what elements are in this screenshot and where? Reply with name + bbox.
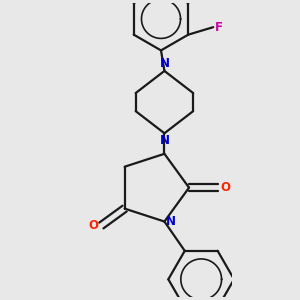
- Text: N: N: [159, 134, 170, 147]
- Text: F: F: [215, 21, 223, 34]
- Text: N: N: [159, 57, 170, 70]
- Text: O: O: [220, 181, 230, 194]
- Text: N: N: [166, 215, 176, 228]
- Text: O: O: [88, 219, 99, 232]
